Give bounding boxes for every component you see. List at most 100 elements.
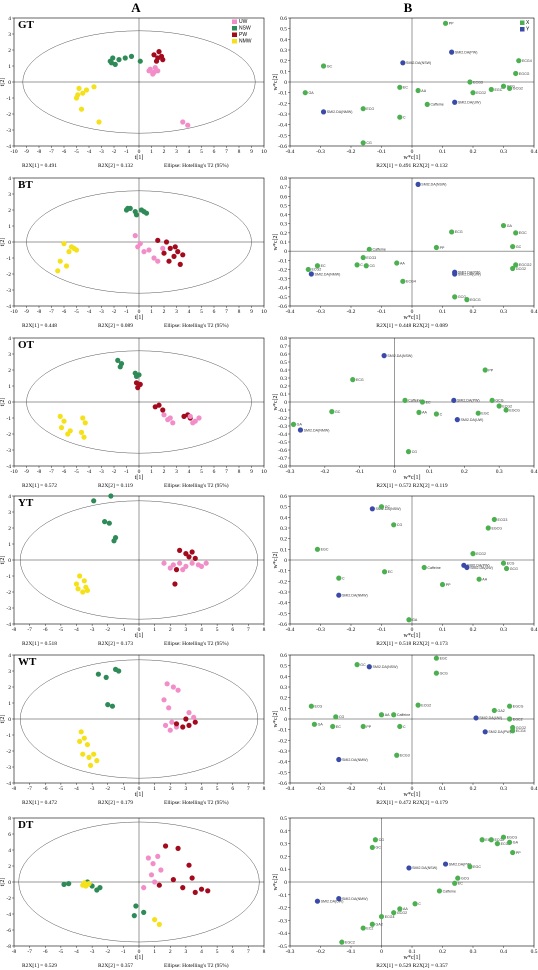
r2x2-label: R2X[2] = 0.179: [98, 800, 133, 806]
loading-point-label: GCG: [458, 295, 466, 299]
loading-point-label: GA: [308, 91, 314, 95]
loading-point-x: [467, 79, 473, 85]
x-tick-label: 0.1: [439, 149, 446, 155]
loading-point-label: EC2: [366, 926, 373, 930]
y-tick-label: 0: [284, 80, 287, 86]
y-tick-label: 0: [8, 400, 11, 406]
x-tick-label: 4: [200, 786, 203, 792]
score-point-pw: [183, 716, 189, 722]
loading-point-y: [369, 506, 375, 512]
column-header-b: B: [404, 0, 413, 15]
y-axis-label: w*c[2]: [273, 394, 279, 411]
x-tick-label: -0.1: [377, 149, 386, 155]
loading-point-x: [416, 409, 422, 415]
y-axis-label: w*c[2]: [273, 234, 279, 251]
x-tick-label: 0.4: [531, 469, 538, 475]
y-tick-label: 0.8: [280, 176, 287, 182]
x-tick-label: -8: [37, 149, 42, 155]
loading-point-label: Caffeine: [408, 399, 421, 403]
y-tick-label: -1: [6, 416, 11, 422]
loading-point-x: [369, 844, 375, 851]
y-tick-label: 0.4: [280, 37, 287, 43]
score-point-nsw: [106, 520, 112, 526]
loading-point-x: [397, 723, 403, 730]
y-tick-label: -1: [6, 574, 11, 580]
loading-point-label: GCG2: [397, 911, 407, 915]
x-tick-label: 0.4: [500, 949, 507, 955]
x-tick-label: 7: [225, 149, 228, 155]
loading-point-x: [513, 262, 519, 268]
loading-point-label: GA2: [498, 709, 505, 713]
loading-point-x: [479, 837, 485, 843]
y-tick-label: -2: [6, 272, 11, 278]
score-point-uw: [175, 687, 181, 693]
score-point-pw: [177, 547, 183, 554]
y-tick-label: 4: [8, 653, 11, 659]
score-point-uw: [135, 244, 141, 250]
x-tick-label: -0.2: [347, 786, 356, 792]
panel-tag: BT: [18, 179, 33, 191]
x-axis-label: w*c[1]: [404, 475, 421, 481]
y-tick-label: -8: [6, 944, 11, 950]
y-tick-label: 0.1: [280, 69, 287, 75]
x-tick-label: -2: [112, 149, 117, 155]
y-tick-label: 0: [8, 80, 11, 86]
y-tick-label: 0.4: [280, 515, 287, 521]
y-tick-label: 0.2: [280, 696, 287, 702]
y-tick-label: -0.2: [278, 416, 287, 422]
x-tick-label: -10: [10, 309, 18, 315]
x-tick-label: -3: [90, 627, 95, 633]
y-tick-label: 3: [8, 192, 11, 198]
x-tick-label: -3: [90, 949, 95, 955]
loading-footer-label: R2X[1] = 0.472 R2X[2] = 0.179: [376, 800, 448, 806]
loading-point-x: [360, 723, 366, 730]
x-tick-label: 7: [225, 469, 228, 475]
score-point-nmw: [71, 245, 77, 251]
y-tick-label: 3: [8, 32, 11, 38]
loading-point-x: [442, 20, 449, 26]
ellipse-label: Ellipse: Hotelling's T2 (95%): [164, 962, 229, 969]
loading-point-label: AA: [385, 713, 390, 717]
x-tick-label: 9: [250, 309, 253, 315]
loading-point-y: [464, 564, 470, 571]
y-tick-label: 0: [284, 558, 287, 564]
loading-point-label: GA: [513, 841, 519, 845]
panel-tag: GT: [18, 19, 35, 31]
loading-point-y: [473, 715, 479, 721]
score-point-nsw: [131, 913, 137, 919]
score-point-uw: [180, 567, 186, 573]
y-tick-label: 0: [284, 249, 287, 255]
x-tick-label: -0.3: [286, 469, 295, 475]
x-tick-label: -7: [27, 627, 32, 633]
y-tick-label: -3: [6, 765, 11, 771]
score-point-nmw: [91, 84, 97, 90]
x-tick-label: 9: [250, 149, 253, 155]
loading-point-label: SMI2.DA(UW): [470, 566, 493, 570]
hotelling-ellipse: [22, 30, 256, 134]
y-tick-label: -0.2: [278, 579, 287, 585]
score-point-uw: [164, 681, 170, 687]
loading-point-label: CG: [339, 715, 345, 719]
x-tick-label: 2: [169, 949, 172, 955]
x-tick-label: -3: [90, 786, 95, 792]
loading-point-label: SMI2.DA(NMW): [304, 428, 330, 432]
score-point-uw: [170, 562, 176, 568]
loading-point-x: [455, 875, 461, 881]
score-point-uw: [141, 249, 147, 255]
score-point-nsw: [112, 535, 119, 541]
loading-point-x: [482, 367, 488, 373]
score-point-nsw: [133, 903, 139, 909]
x-axis-label: t[1]: [135, 155, 144, 161]
score-point-nmw: [75, 92, 81, 98]
x-tick-label: 2: [163, 149, 166, 155]
x-tick-label: 5: [200, 309, 203, 315]
loading-point-label: ECG3: [366, 256, 376, 260]
score-point-nsw: [122, 55, 128, 61]
x-tick-label: 1: [150, 309, 153, 315]
x-tick-label: -8: [37, 309, 42, 315]
legend-label-nmw: NMW: [239, 39, 252, 45]
x-tick-label: 10: [261, 469, 267, 475]
x-tick-label: -0.1: [355, 469, 364, 475]
loading-point-x: [305, 266, 311, 273]
